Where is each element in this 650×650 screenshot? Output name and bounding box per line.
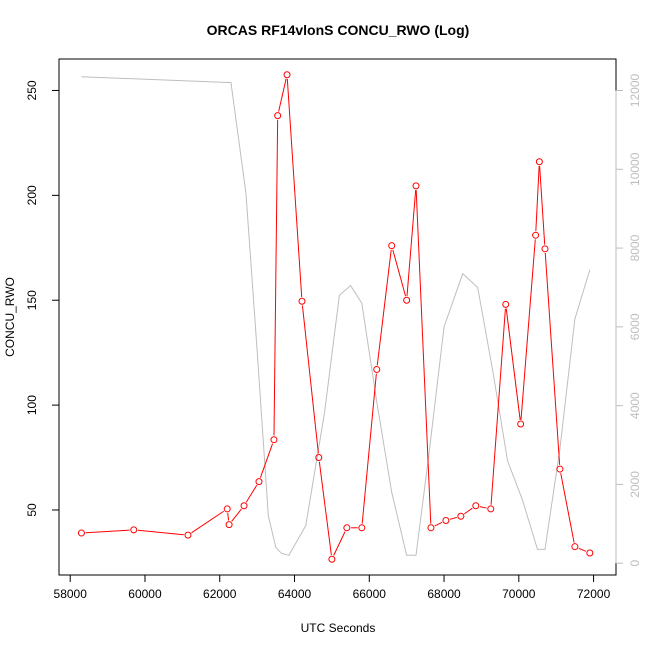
data-point bbox=[283, 71, 291, 79]
data-point bbox=[270, 436, 278, 444]
series-line-segment bbox=[361, 373, 377, 524]
data-point bbox=[274, 112, 282, 120]
chart-title: ORCAS RF14vlonS CONCU_RWO (Log) bbox=[207, 22, 470, 38]
series-line-segment bbox=[231, 508, 242, 522]
series-line-segment bbox=[392, 249, 407, 297]
series-line-segment bbox=[434, 521, 443, 527]
series-line-segment bbox=[286, 78, 303, 298]
data-point bbox=[442, 516, 450, 524]
series-right-axis bbox=[81, 76, 591, 556]
x-tick-label: 60000 bbox=[128, 587, 162, 601]
data-point bbox=[556, 465, 564, 473]
series-line bbox=[81, 76, 591, 556]
y-tick-label: 200 bbox=[25, 185, 39, 205]
data-point bbox=[223, 505, 231, 513]
series-line-segment bbox=[578, 547, 587, 552]
y-axis-left: 50 100 150 200 250 bbox=[25, 80, 60, 517]
series-line-segment bbox=[560, 473, 575, 543]
data-point bbox=[225, 521, 233, 529]
data-point bbox=[240, 502, 248, 510]
data-point bbox=[255, 478, 263, 486]
data-point bbox=[457, 512, 465, 520]
y2-tick-label: 6000 bbox=[628, 313, 642, 340]
data-point bbox=[373, 365, 381, 373]
series-line-segment bbox=[259, 443, 274, 478]
data-point bbox=[535, 158, 543, 166]
y2-tick-label: 2000 bbox=[628, 471, 642, 498]
series-line-segment bbox=[539, 165, 546, 245]
series-line-segment bbox=[479, 506, 487, 509]
data-point bbox=[358, 524, 366, 532]
data-point bbox=[343, 524, 351, 532]
y-tick-label: 150 bbox=[25, 290, 39, 310]
series-line-segment bbox=[278, 78, 287, 112]
x-tick-label: 68000 bbox=[427, 587, 461, 601]
data-point bbox=[502, 300, 510, 308]
data-point bbox=[184, 531, 192, 539]
x-axis: 58000 60000 62000 64000 66000 68000 70000 72000 bbox=[54, 574, 611, 601]
data-point bbox=[586, 549, 594, 557]
plot-area bbox=[58, 58, 617, 576]
data-point bbox=[315, 454, 323, 462]
x-axis-label: UTC Seconds bbox=[301, 621, 376, 635]
x-tick-label: 58000 bbox=[54, 587, 88, 601]
y-tick-label: 100 bbox=[25, 395, 39, 415]
y2-tick-label: 8000 bbox=[628, 234, 642, 261]
series-line-segment bbox=[137, 529, 184, 536]
y2-tick-label: 4000 bbox=[628, 392, 642, 419]
series-line-segment bbox=[535, 165, 540, 232]
series-line-segment bbox=[406, 190, 417, 297]
plot-border bbox=[58, 58, 617, 576]
y-axis-label: CONCU_RWO bbox=[3, 277, 17, 357]
series-line-segment bbox=[333, 531, 346, 556]
series-line-segment bbox=[505, 308, 521, 420]
series-line-segment bbox=[318, 461, 332, 556]
y-tick-label: 50 bbox=[25, 503, 39, 517]
y-tick-label: 250 bbox=[25, 80, 39, 100]
series-left-axis bbox=[77, 71, 594, 563]
y2-tick-label: 10000 bbox=[628, 152, 642, 186]
y2-tick-label: 0 bbox=[628, 560, 642, 567]
series-line-segment bbox=[449, 516, 457, 520]
data-point bbox=[427, 524, 435, 532]
series-line-segment bbox=[376, 249, 392, 366]
data-point bbox=[472, 502, 480, 510]
data-point bbox=[403, 296, 411, 304]
data-point bbox=[412, 182, 420, 190]
series-line-segment bbox=[227, 513, 230, 521]
series-line-segment bbox=[245, 484, 258, 503]
data-point bbox=[388, 242, 396, 250]
series-line-segment bbox=[490, 308, 506, 505]
x-tick-label: 62000 bbox=[203, 587, 237, 601]
data-point bbox=[77, 529, 85, 537]
series-line-segment bbox=[273, 119, 279, 436]
data-point bbox=[487, 505, 495, 513]
x-tick-label: 66000 bbox=[353, 587, 387, 601]
series-line-segment bbox=[520, 239, 536, 420]
series-line-segment bbox=[301, 305, 319, 454]
y2-tick-label: 12000 bbox=[628, 74, 642, 108]
data-point bbox=[298, 297, 306, 305]
data-point bbox=[571, 543, 579, 551]
data-point bbox=[532, 231, 540, 239]
y-axis-right: 0 2000 4000 6000 8000 10000 12000 bbox=[615, 74, 642, 567]
x-tick-label: 70000 bbox=[502, 587, 536, 601]
series-line-segment bbox=[464, 507, 473, 515]
series-line-segment bbox=[544, 252, 561, 465]
x-tick-label: 72000 bbox=[577, 587, 611, 601]
data-point bbox=[517, 420, 525, 428]
series-line-segment bbox=[85, 529, 130, 534]
data-point bbox=[541, 245, 549, 253]
series-line-segment bbox=[191, 510, 225, 534]
data-point bbox=[130, 526, 138, 534]
x-tick-label: 64000 bbox=[278, 587, 312, 601]
data-point bbox=[328, 555, 336, 563]
series-line-segment bbox=[415, 190, 432, 524]
